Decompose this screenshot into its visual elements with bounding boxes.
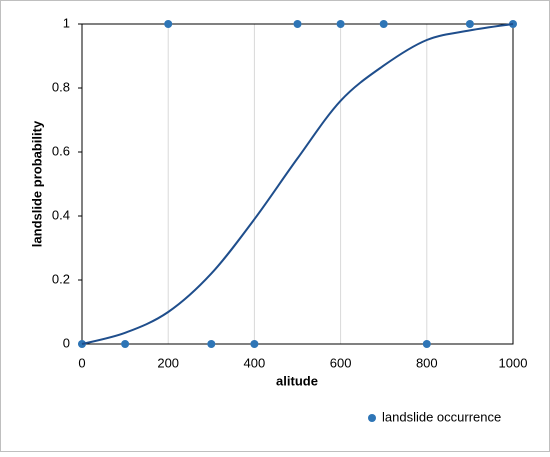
probability-curve [81,23,514,345]
x-tick-label: 600 [330,355,352,370]
point [336,20,345,28]
x-tick-label: 1000 [499,355,528,370]
y-tick-label: 0.8 [52,79,70,94]
point [379,20,388,28]
legend-label: landslide occurrence [382,409,501,424]
point [207,340,216,348]
y-tick-label: 1 [63,15,70,30]
y-tick-label: 0.2 [52,271,70,286]
x-tick-label: 400 [244,355,266,370]
x-tick-label: 200 [157,355,179,370]
point [121,340,130,348]
point [422,340,431,348]
y-tick-label: 0.4 [52,207,70,222]
point [293,20,302,28]
x-tick-label: 800 [416,355,438,370]
point [164,20,173,28]
x-axis-label: alitude [276,373,318,388]
y-tick-label: 0 [63,335,70,350]
point [465,20,474,28]
x-tick-label: 0 [78,355,85,370]
legend-marker [368,414,376,422]
y-axis-label: landslide probability [29,120,44,247]
y-tick-label: 0.6 [52,143,70,158]
point [250,340,259,348]
